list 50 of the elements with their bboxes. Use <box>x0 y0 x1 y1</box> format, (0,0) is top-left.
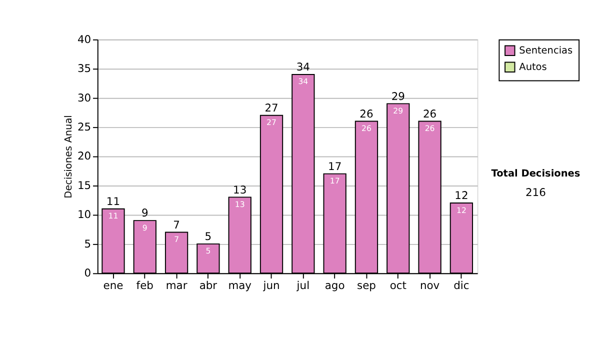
total-label: 27 <box>264 101 278 114</box>
data-label: 34 <box>298 77 308 86</box>
data-label: 13 <box>234 200 245 209</box>
x-tick-label: ene <box>103 279 124 292</box>
y-tick-label: 35 <box>77 62 92 76</box>
legend-label: Autos <box>519 62 547 74</box>
data-label: 26 <box>424 124 435 133</box>
total-label: 11 <box>106 194 120 208</box>
total-label: 26 <box>422 107 437 120</box>
y-tick-label: 15 <box>77 178 92 192</box>
x-tick-label: oct <box>390 279 406 292</box>
x-tick-label: may <box>228 279 252 292</box>
data-label: 27 <box>266 118 277 128</box>
x-tick-label: sep <box>356 279 376 292</box>
x-tick-label: ago <box>324 279 345 292</box>
y-tick-label: 25 <box>77 120 92 134</box>
legend-label: Sentencias <box>519 46 573 57</box>
total-label: 12 <box>454 189 468 202</box>
data-label: 29 <box>393 106 404 116</box>
data-label: 17 <box>330 176 340 186</box>
x-tick-label: nov <box>420 279 440 292</box>
data-label: 11 <box>108 212 118 221</box>
y-tick-label: 0 <box>84 266 92 280</box>
total-label: 26 <box>360 107 374 120</box>
data-label: 26 <box>362 124 372 133</box>
text: 216 <box>525 186 546 200</box>
y-tick-label: 5 <box>84 237 92 250</box>
data-label: 7 <box>174 235 180 244</box>
data-label: 9 <box>142 223 148 232</box>
y-tick-label: 30 <box>77 91 92 104</box>
total-label: 29 <box>391 90 406 103</box>
data-label: 5 <box>206 246 211 256</box>
y-axis-title: Decisiones Anual <box>64 115 75 198</box>
total-label: 5 <box>204 230 212 244</box>
total-label: 9 <box>141 206 148 220</box>
x-tick-label: mar <box>166 279 188 292</box>
total-label: 7 <box>173 218 180 232</box>
total-label: 34 <box>296 60 310 74</box>
y-tick-label: 10 <box>77 208 92 222</box>
y-tick-label: 20 <box>77 150 92 163</box>
x-tick-label: dic <box>454 279 470 292</box>
y-tick-label: 40 <box>77 32 92 46</box>
total-label: 17 <box>328 160 342 173</box>
x-tick-label: feb <box>136 279 154 292</box>
data-label: 12 <box>456 206 466 215</box>
x-tick-label: abr <box>199 279 218 292</box>
text: Total Decisiones <box>491 168 580 180</box>
x-tick-label: jun <box>262 279 280 292</box>
total-label: 13 <box>233 183 247 196</box>
x-tick-label: jul <box>296 279 310 292</box>
